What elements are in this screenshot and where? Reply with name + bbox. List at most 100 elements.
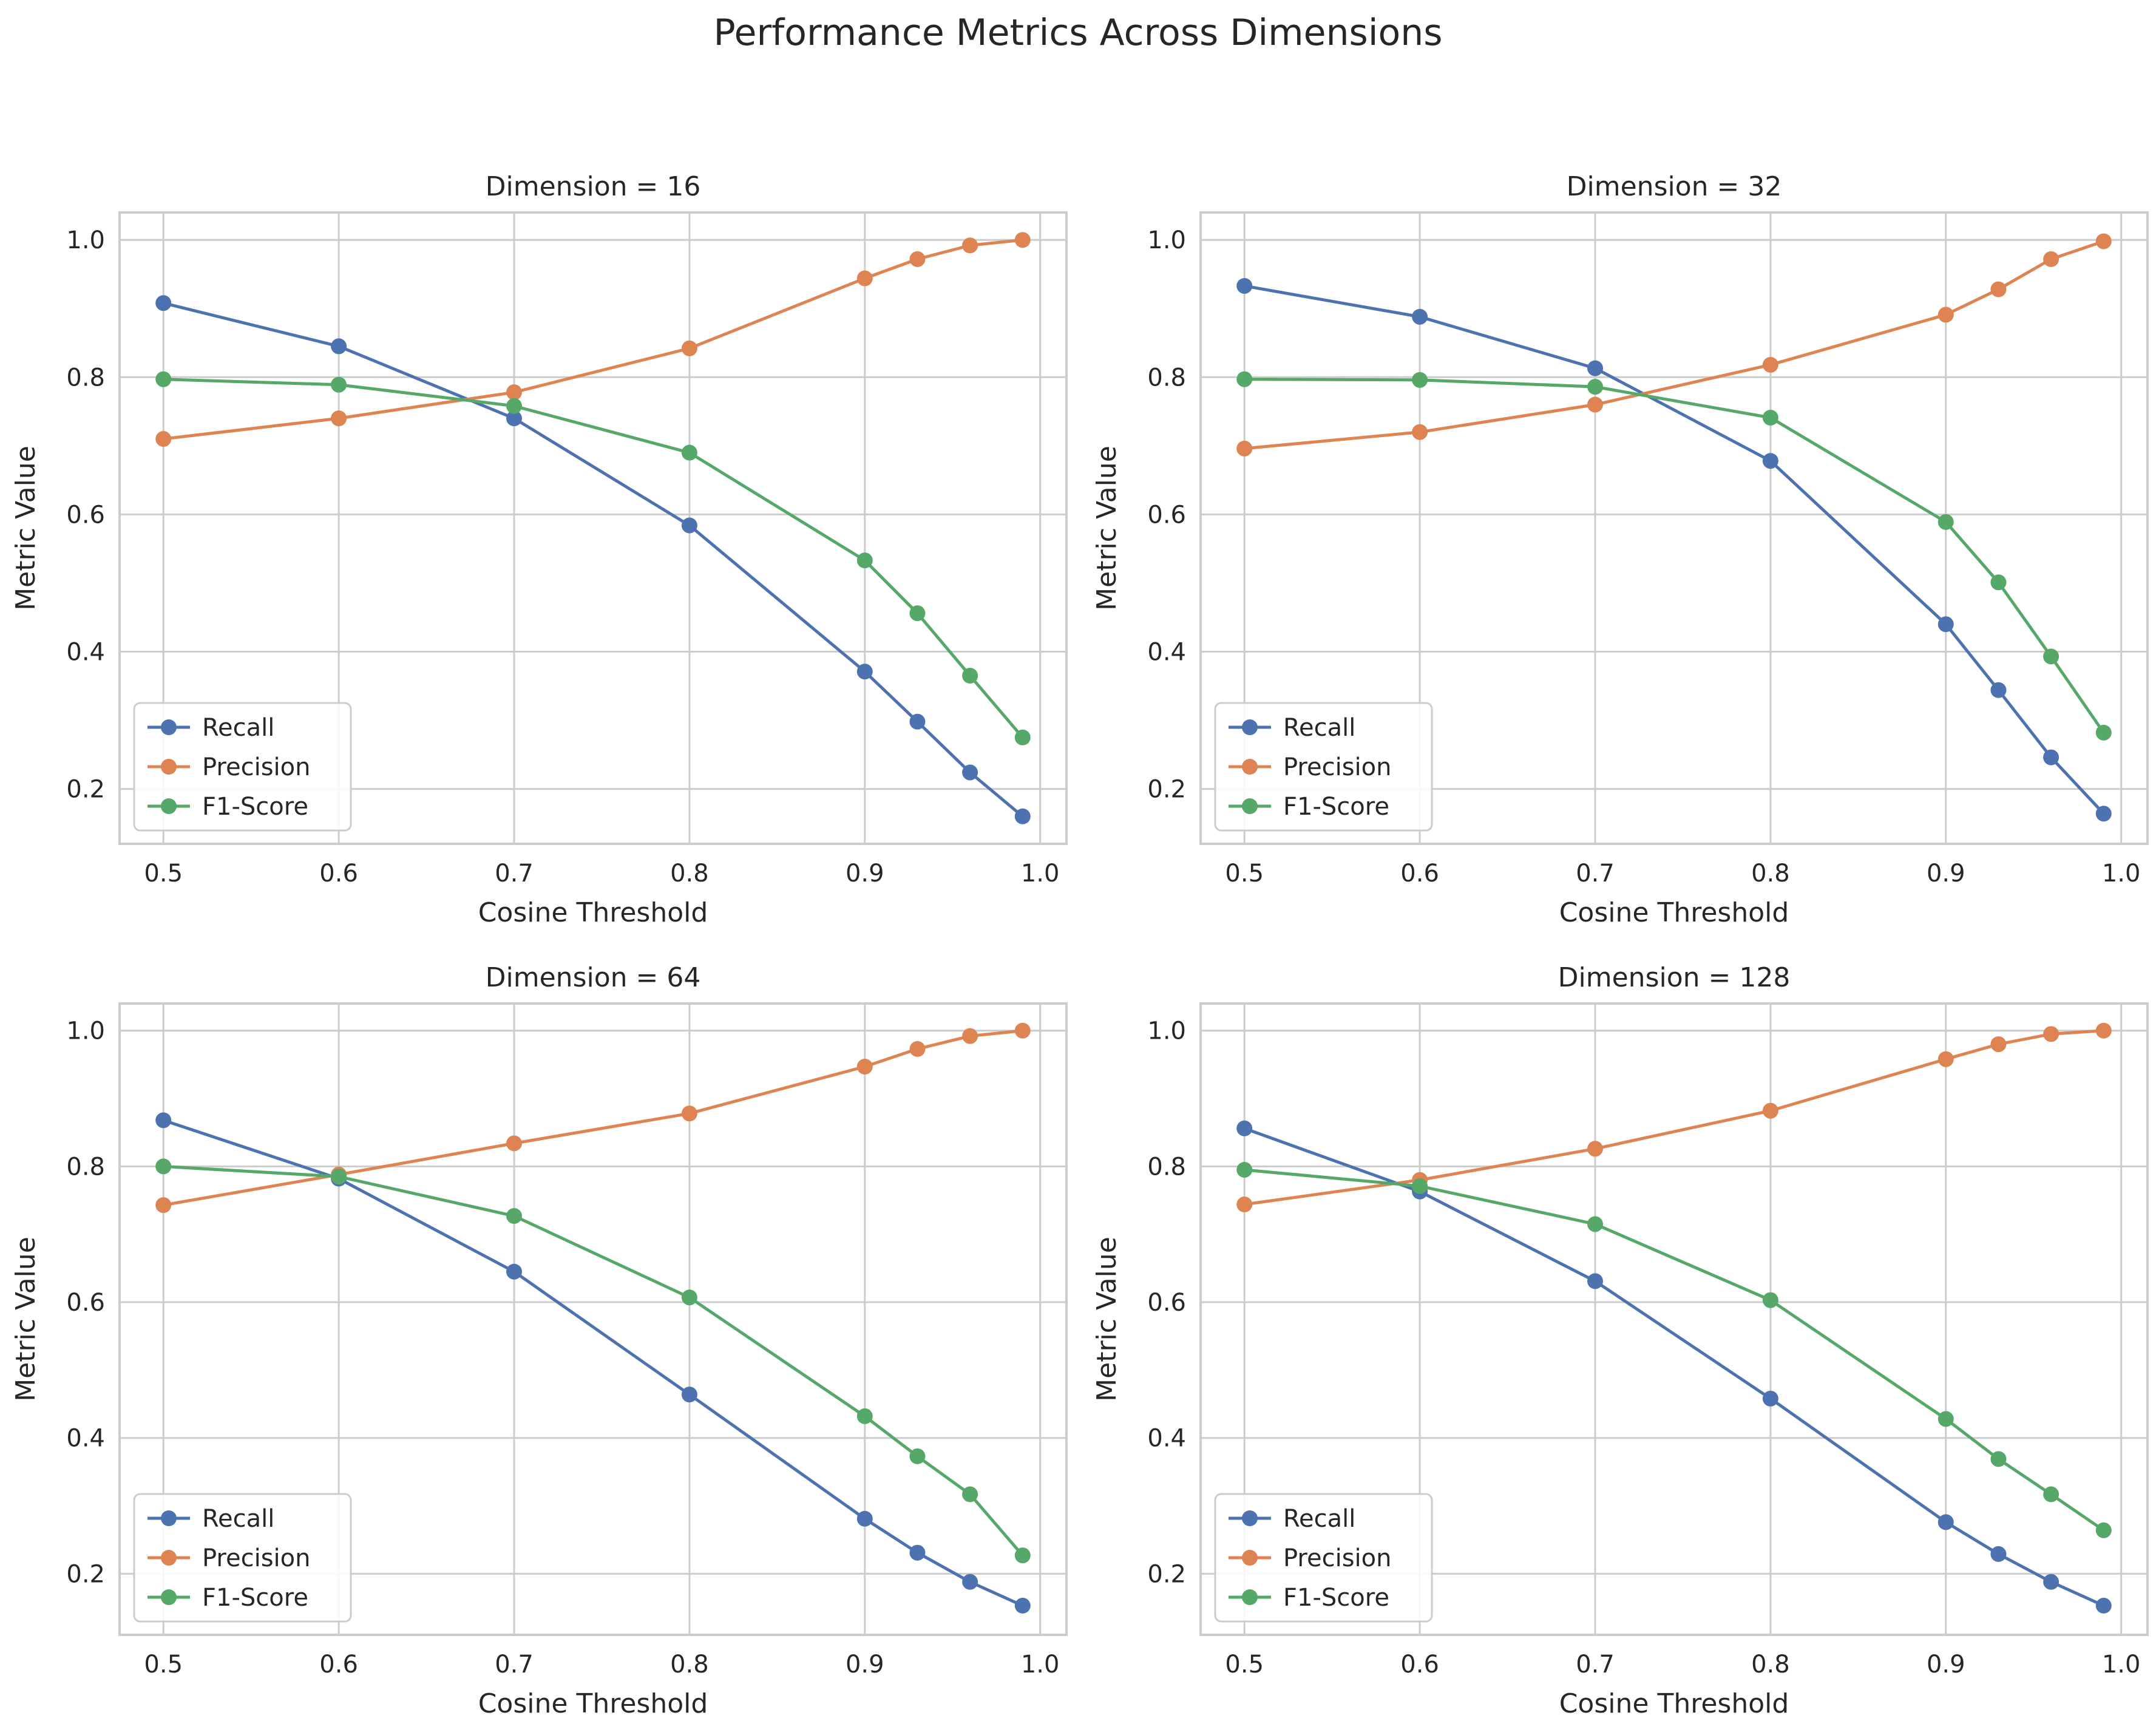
data-point: [331, 1169, 347, 1185]
y-axis-label: Metric Value: [1091, 446, 1122, 611]
x-tick-label: 0.6: [1400, 860, 1439, 888]
data-point: [681, 340, 697, 356]
x-tick-label: 0.9: [846, 860, 884, 888]
data-point: [506, 398, 522, 414]
legend-swatch-marker: [161, 1589, 177, 1605]
legend-swatch-marker: [1242, 1510, 1258, 1526]
data-point: [1990, 682, 2007, 698]
subplot-title: Dimension = 128: [1558, 962, 1791, 993]
data-point: [1412, 308, 1428, 325]
data-point: [1762, 453, 1778, 469]
data-point: [2043, 1486, 2059, 1502]
legend-entry: Precision: [202, 753, 310, 781]
y-tick-label: 0.2: [66, 1560, 105, 1588]
data-point: [1762, 356, 1778, 373]
data-point: [2095, 233, 2112, 250]
data-point: [1587, 360, 1603, 376]
legend-box: [1214, 702, 1433, 832]
y-tick-label: 0.4: [66, 1425, 105, 1453]
data-point: [1937, 616, 1954, 633]
series-line: [163, 378, 1024, 739]
data-point: [1236, 1197, 1253, 1213]
data-point: [331, 410, 347, 427]
data-point: [1587, 1141, 1603, 1157]
y-tick-label: 1.0: [66, 226, 105, 254]
data-point: [962, 1486, 978, 1502]
legend-swatch-marker: [1242, 759, 1258, 775]
data-point: [1587, 1273, 1603, 1289]
y-tick-label: 0.4: [1147, 638, 1186, 666]
data-point: [856, 1408, 873, 1424]
legend: Recall Precision F1-Score: [133, 702, 352, 832]
y-tick-label: 0.4: [1147, 1425, 1186, 1453]
x-tick-label: 0.9: [1927, 860, 1965, 888]
x-tick-label: 1.0: [2102, 1651, 2141, 1679]
data-point: [909, 713, 926, 730]
x-tick-label: 0.7: [495, 1651, 534, 1679]
x-axis-label: Cosine Threshold: [478, 1688, 708, 1719]
axes-frame: [118, 1002, 1068, 1636]
data-point: [856, 270, 873, 287]
legend-box: [1214, 1493, 1433, 1623]
data-point: [1762, 1102, 1778, 1119]
x-tick-label: 0.7: [495, 860, 534, 888]
data-point: [1587, 379, 1603, 395]
series-recall: [155, 1112, 1031, 1614]
data-point: [962, 1028, 978, 1044]
series-line: [163, 1118, 1023, 1608]
data-point: [1762, 1390, 1778, 1407]
series-line: [1244, 1029, 2104, 1206]
data-point: [1762, 1292, 1778, 1308]
data-point: [506, 410, 522, 427]
series-recall: [1236, 277, 2112, 822]
x-tick-label: 1.0: [1021, 1651, 1060, 1679]
data-point: [1990, 1451, 2007, 1467]
y-tick-label: 0.4: [66, 638, 105, 666]
x-tick-label: 0.8: [1751, 1651, 1790, 1679]
data-point: [155, 1158, 172, 1175]
data-point: [155, 1112, 172, 1129]
y-tick-label: 0.6: [1147, 501, 1186, 529]
subplot-title: Dimension = 16: [486, 171, 701, 202]
y-axis-label: Metric Value: [10, 1237, 41, 1402]
data-point: [1014, 808, 1031, 824]
data-point: [909, 251, 926, 267]
legend-entry: Precision: [1283, 753, 1391, 781]
legend-entry: Precision: [202, 1544, 310, 1572]
y-tick-label: 0.6: [66, 1289, 105, 1317]
data-point: [1014, 1597, 1031, 1614]
data-point: [909, 1544, 926, 1561]
legend-swatch-marker: [1242, 1550, 1258, 1566]
data-point: [2043, 1574, 2059, 1590]
x-tick-label: 0.6: [1400, 1651, 1439, 1679]
data-point: [2043, 749, 2059, 766]
y-tick-label: 0.6: [66, 501, 105, 529]
legend-entry: F1-Score: [202, 1584, 308, 1612]
y-tick-label: 0.8: [1147, 1153, 1186, 1181]
data-point: [1412, 1178, 1428, 1194]
axes-frame: [1199, 211, 2149, 845]
x-tick-label: 0.8: [1751, 860, 1790, 888]
series-f1: [1236, 371, 2112, 741]
data-point: [681, 1105, 697, 1122]
series-precision: [155, 232, 1031, 447]
x-tick-label: 0.8: [670, 860, 709, 888]
data-point: [681, 1289, 697, 1306]
subplot-grid: 0.5 0.6 0.7 0.8 0.9 1.0 0.2 0.4 0.6 0.8 1.0 Dimensi…: [10, 171, 2149, 1719]
data-point: [1412, 424, 1428, 440]
subplot-2: 0.5 0.6 0.7 0.8 0.9 1.0 0.2 0.4 0.6 0.8 1.0 Dimensi…: [1091, 171, 2149, 928]
data-point: [1014, 1547, 1031, 1564]
legend-swatch-marker: [161, 719, 177, 735]
x-axis-label: Cosine Threshold: [478, 897, 708, 928]
series-line: [1244, 1168, 2105, 1532]
data-point: [1236, 1161, 1253, 1178]
y-tick-label: 1.0: [1147, 1017, 1186, 1045]
legend-entry: Recall: [1283, 1505, 1355, 1533]
legend-box: [133, 1493, 352, 1623]
y-tick-label: 0.2: [1147, 776, 1186, 804]
data-point: [1587, 396, 1603, 413]
x-tick-label: 0.9: [1927, 1651, 1965, 1679]
series-line: [1244, 284, 2105, 815]
data-point: [506, 1135, 522, 1152]
series-line: [1244, 240, 2104, 450]
